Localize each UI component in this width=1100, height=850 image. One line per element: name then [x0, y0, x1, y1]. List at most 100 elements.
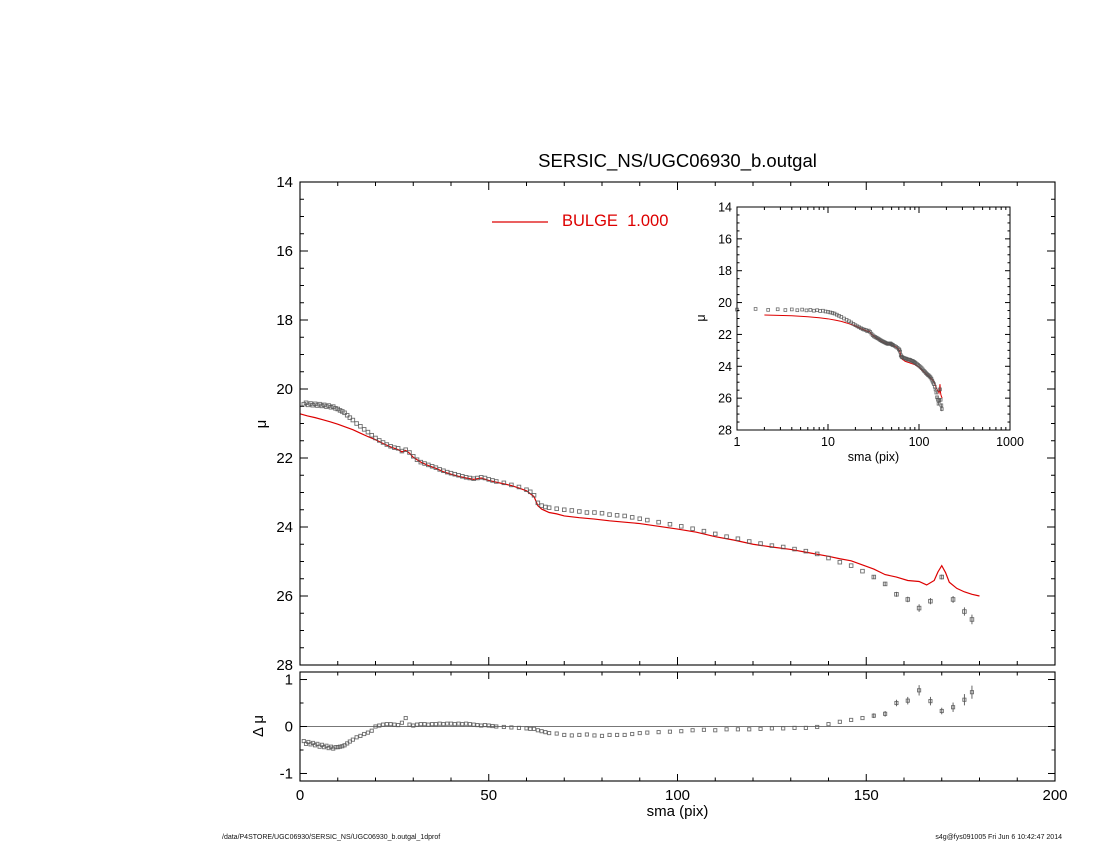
data-point	[645, 517, 650, 523]
y-tick-label: -1	[280, 765, 293, 782]
data-point	[448, 721, 454, 726]
data-point	[369, 728, 374, 733]
data-point	[494, 479, 499, 484]
data-point	[789, 307, 794, 312]
y-tick-label: 18	[276, 312, 293, 329]
data-point	[569, 733, 574, 738]
data-point	[871, 574, 877, 580]
data-point	[310, 740, 315, 745]
inset-y-tick-label: 26	[718, 392, 732, 406]
data-point	[814, 551, 820, 557]
data-point	[577, 732, 582, 738]
data-point	[758, 726, 763, 731]
data-point	[713, 728, 718, 733]
y-tick-label: 1	[285, 672, 293, 689]
data-point	[486, 723, 491, 728]
data-point	[501, 480, 507, 486]
data-point	[452, 722, 457, 727]
data-point	[792, 725, 797, 730]
data-point	[815, 724, 820, 730]
y-tick-label: 20	[276, 381, 293, 398]
data-point	[679, 729, 684, 734]
data-point	[713, 531, 718, 537]
residual-panel-data	[300, 685, 1055, 751]
y-tick-label: 22	[276, 450, 293, 467]
data-point	[509, 725, 514, 730]
data-point	[837, 719, 842, 724]
data-point	[384, 722, 389, 727]
data-point	[414, 457, 420, 462]
xlabel-sma: sma (pix)	[646, 803, 709, 820]
data-point	[848, 563, 854, 568]
data-point	[324, 404, 329, 409]
data-point	[747, 727, 752, 732]
data-point	[361, 427, 367, 432]
data-point	[746, 539, 752, 544]
footer-user-timestamp: s4g@fys091005 Fri Jun 6 10:42:47 2014	[935, 834, 1062, 841]
data-point	[860, 568, 865, 574]
inset-y-tick-label: 28	[718, 424, 732, 438]
data-point	[524, 726, 529, 731]
residual-panel-axes: 0 50 100 150 200-101	[280, 671, 1068, 804]
data-point	[929, 376, 934, 381]
data-point	[735, 536, 741, 541]
inset-x-tick-label: 10	[821, 435, 835, 449]
data-point	[337, 744, 343, 749]
data-point	[690, 728, 695, 733]
data-point	[758, 541, 763, 546]
data-point	[333, 406, 338, 411]
data-point	[830, 311, 835, 315]
data-point	[622, 732, 627, 738]
data-point	[898, 349, 902, 354]
legend-bulge-label: BULGE 1.000	[562, 212, 669, 230]
data-point	[407, 450, 412, 455]
data-point	[607, 512, 612, 517]
data-point	[426, 722, 431, 727]
data-point	[354, 735, 359, 740]
data-point	[319, 742, 324, 747]
data-point	[335, 745, 340, 750]
data-point	[775, 307, 780, 312]
data-point	[543, 730, 548, 735]
data-point	[411, 454, 416, 459]
data-point	[599, 510, 605, 516]
data-point	[501, 724, 506, 730]
y-tick-label: 14	[276, 174, 293, 191]
data-point	[430, 722, 435, 727]
data-point	[803, 725, 808, 730]
data-point	[422, 722, 427, 727]
data-point	[350, 737, 355, 742]
data-point	[350, 417, 356, 423]
data-point	[528, 726, 533, 731]
data-point	[414, 722, 420, 727]
inset-x-tick-label: 1000	[996, 435, 1024, 449]
data-point	[471, 722, 476, 727]
data-point	[358, 733, 363, 738]
data-point	[592, 510, 597, 515]
data-point	[562, 732, 567, 738]
data-point	[826, 310, 830, 314]
data-point	[490, 723, 495, 729]
data-point	[656, 519, 661, 525]
data-point	[803, 548, 809, 554]
inset-y-tick-label: 16	[718, 232, 732, 246]
data-point	[365, 730, 371, 735]
data-point	[546, 505, 552, 510]
data-point	[701, 727, 706, 732]
data-point	[577, 509, 582, 514]
data-point	[388, 722, 393, 727]
data-point	[769, 543, 775, 548]
data-point	[479, 723, 484, 728]
bulge-model-line	[299, 413, 980, 597]
y-tick-label: 24	[276, 519, 293, 536]
data-point	[475, 723, 480, 728]
data-point	[630, 731, 635, 737]
data-point	[615, 732, 620, 738]
x-tick-label: 150	[854, 787, 879, 804]
data-point	[645, 730, 650, 735]
inset-xlabel-sma: sma (pix)	[847, 450, 900, 464]
data-point	[607, 732, 612, 738]
data-point	[445, 721, 450, 726]
data-point	[938, 387, 942, 392]
data-point	[637, 731, 642, 736]
